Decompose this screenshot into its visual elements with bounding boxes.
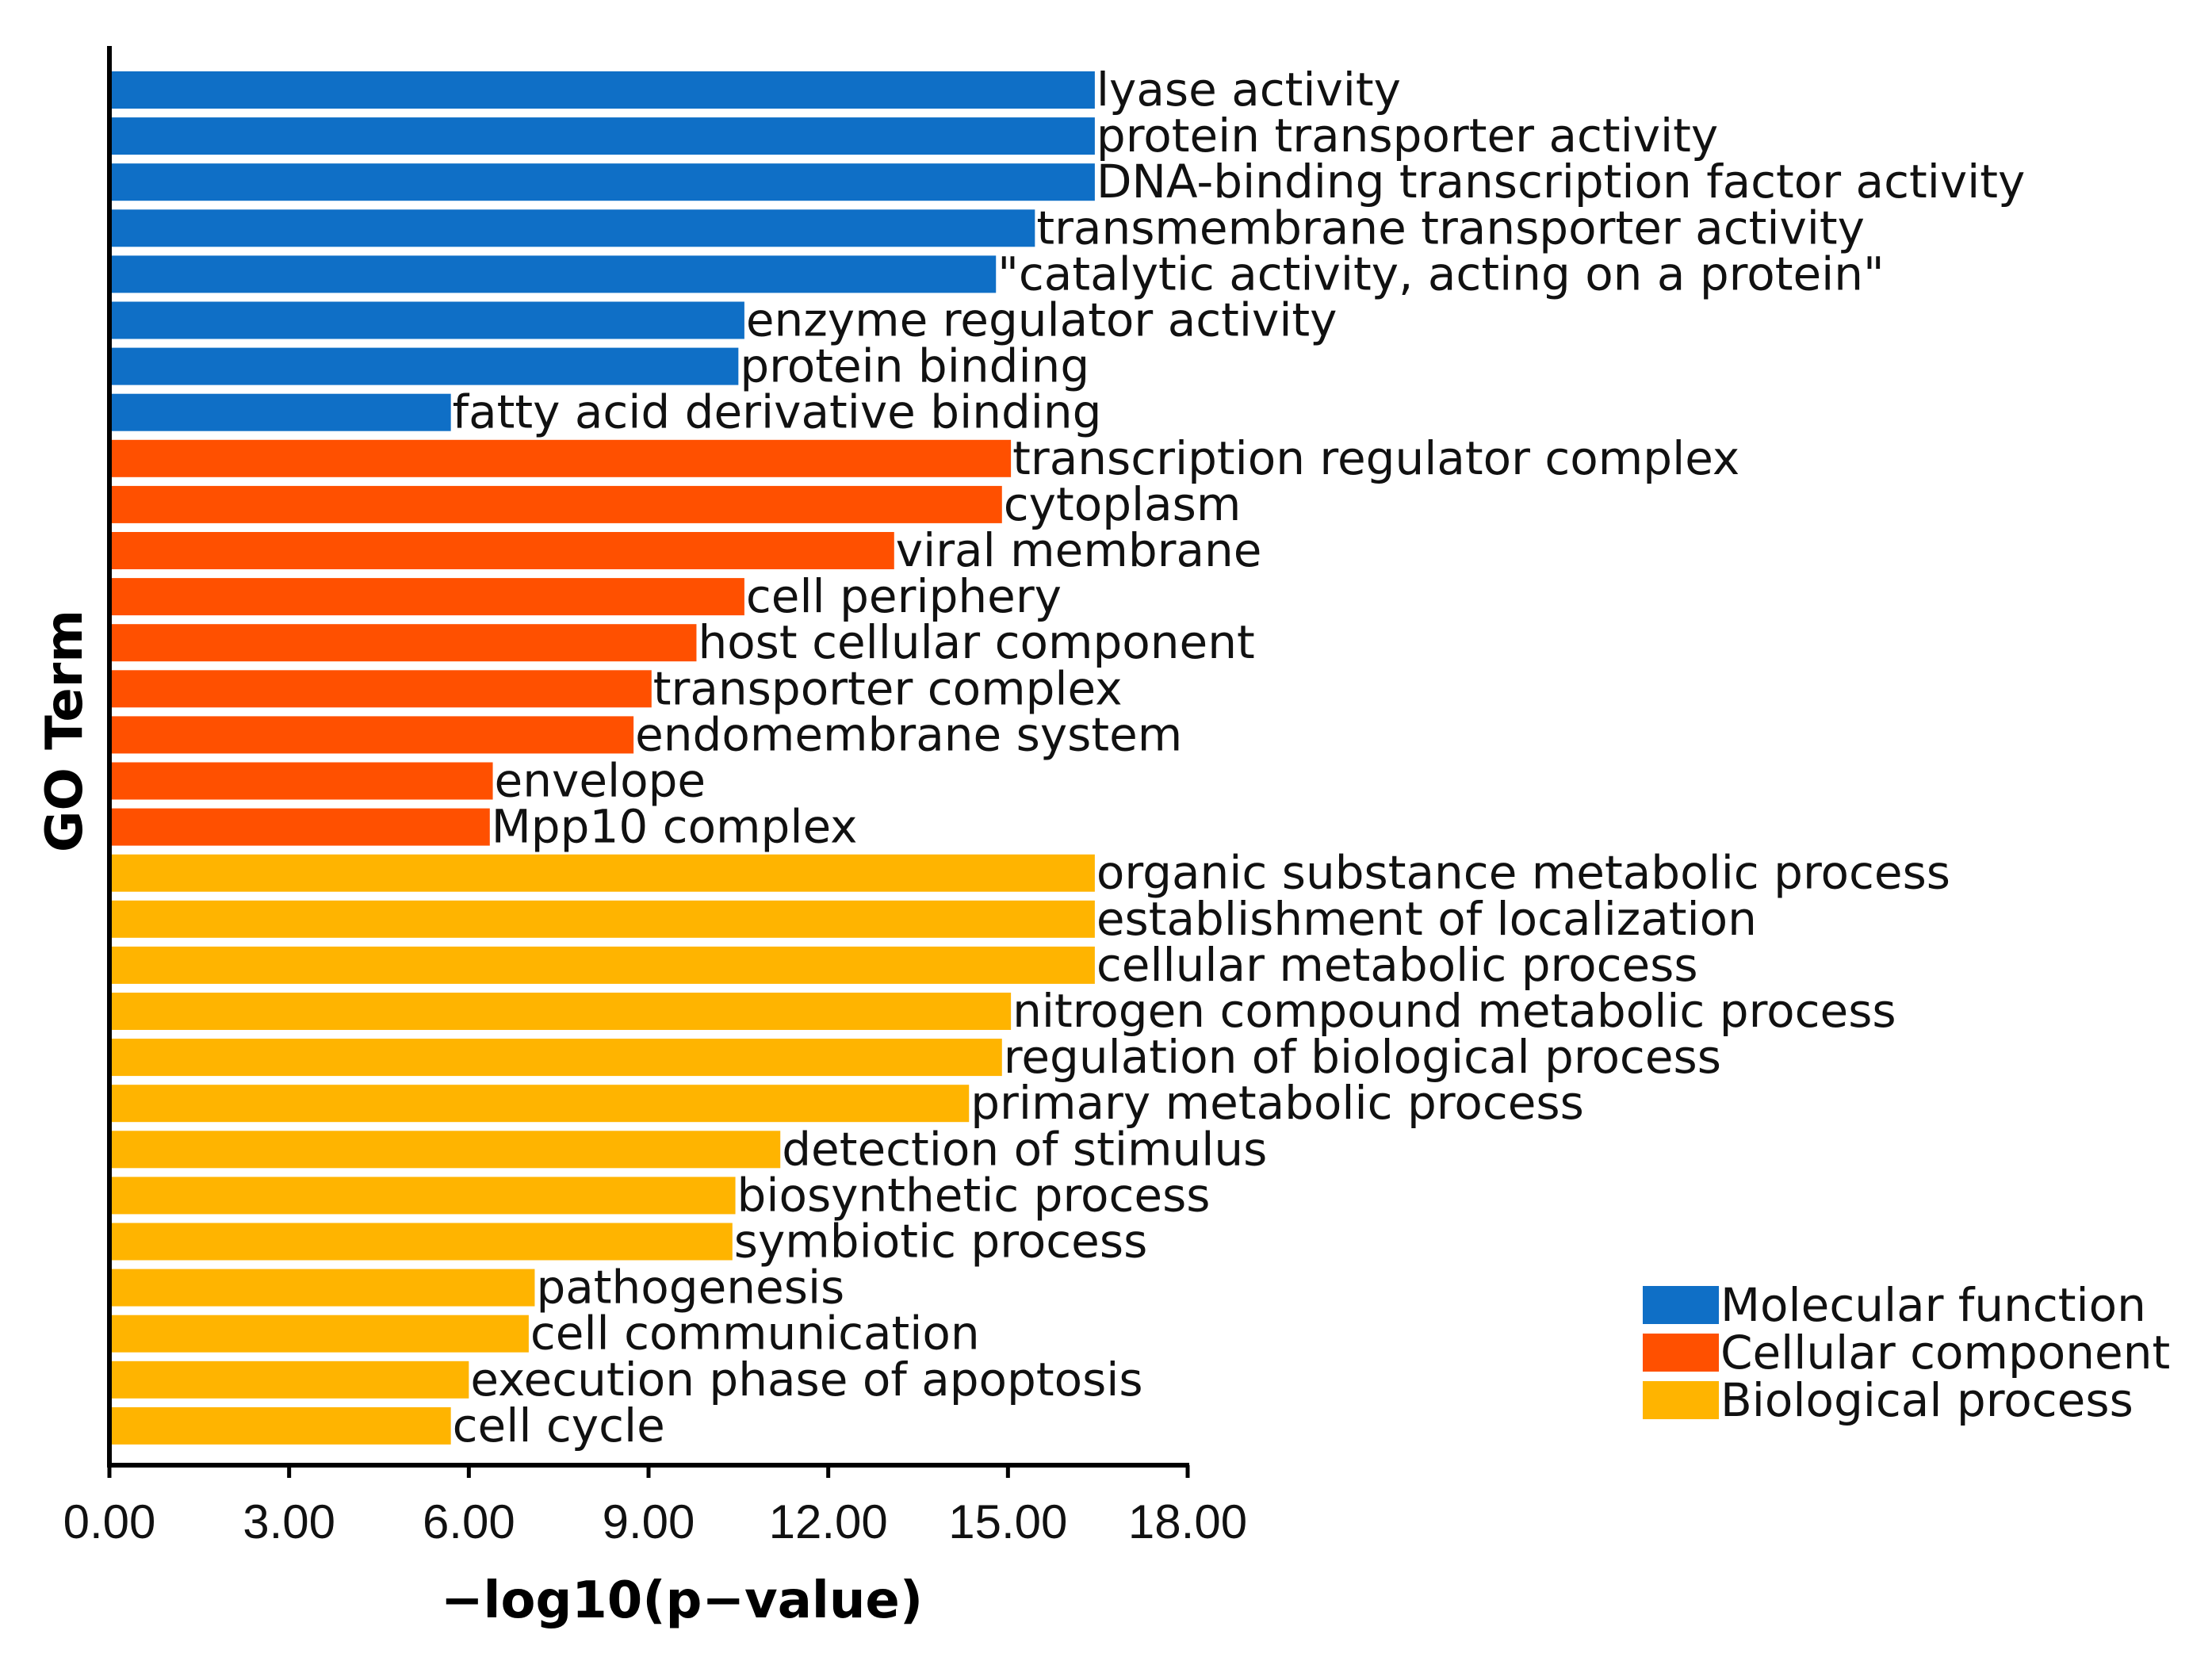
legend-label: Molecular function bbox=[1720, 1278, 2146, 1332]
bar bbox=[109, 1131, 781, 1169]
bar-label: cell communication bbox=[530, 1307, 980, 1361]
bar bbox=[109, 163, 1095, 201]
bar bbox=[109, 993, 1012, 1030]
bar bbox=[109, 762, 493, 800]
bar-label: symbiotic process bbox=[734, 1215, 1148, 1269]
x-tick-label: 15.00 bbox=[948, 1495, 1067, 1548]
bar-label: transporter complex bbox=[653, 661, 1123, 715]
bar bbox=[109, 1177, 736, 1215]
x-axis-title: −log10(p−value) bbox=[441, 1571, 923, 1630]
x-tick-label: 12.00 bbox=[769, 1495, 888, 1548]
bar-label: cellular metabolic process bbox=[1096, 938, 1698, 992]
bar bbox=[109, 301, 744, 339]
bar-label: protein transporter activity bbox=[1096, 109, 1718, 163]
bar-label: enzyme regulator activity bbox=[746, 293, 1338, 347]
bar bbox=[109, 578, 744, 616]
bar bbox=[109, 255, 997, 293]
bar-label: primary metabolic process bbox=[970, 1076, 1584, 1130]
bar-label: host cellular component bbox=[698, 615, 1254, 669]
bar-label: DNA-binding transcription factor activit… bbox=[1096, 155, 2025, 209]
bar-label: regulation of biological process bbox=[1004, 1030, 1721, 1084]
bar bbox=[109, 946, 1095, 984]
bar bbox=[109, 393, 451, 431]
x-tick-label: 9.00 bbox=[603, 1495, 695, 1548]
bar-label: pathogenesis bbox=[536, 1261, 844, 1315]
bar-label: execution phase of apoptosis bbox=[470, 1353, 1142, 1406]
bar bbox=[109, 347, 739, 385]
bar-label: biosynthetic process bbox=[737, 1168, 1211, 1222]
legend-swatch bbox=[1643, 1381, 1719, 1419]
bar bbox=[109, 1039, 1002, 1077]
bar bbox=[109, 209, 1035, 247]
bar bbox=[109, 670, 652, 708]
x-tick-label: 18.00 bbox=[1128, 1495, 1247, 1548]
bar bbox=[109, 624, 697, 662]
bar-label: endomembrane system bbox=[635, 707, 1182, 761]
bar bbox=[109, 1085, 970, 1123]
bar bbox=[109, 71, 1095, 109]
y-axis-title: GO Term bbox=[36, 610, 94, 852]
bar-label: nitrogen compound metabolic process bbox=[1012, 984, 1896, 1038]
bar-label: organic substance metabolic process bbox=[1096, 846, 1950, 900]
legend-swatch bbox=[1643, 1286, 1719, 1324]
legend-label: Cellular component bbox=[1720, 1326, 2170, 1380]
legend-label: Biological process bbox=[1720, 1373, 2134, 1427]
bars-layer bbox=[109, 71, 1095, 1445]
bar-label: "catalytic activity, acting on a protein… bbox=[997, 247, 1884, 300]
bar bbox=[109, 1361, 469, 1399]
bar bbox=[109, 716, 634, 754]
bar bbox=[109, 1315, 529, 1353]
bar-label: envelope bbox=[495, 754, 706, 808]
x-tick-label: 6.00 bbox=[423, 1495, 515, 1548]
bar bbox=[109, 532, 894, 569]
bar bbox=[109, 1223, 733, 1261]
bar-label: cell cycle bbox=[453, 1399, 665, 1452]
bar bbox=[109, 439, 1012, 477]
bar-label: viral membrane bbox=[896, 523, 1262, 577]
bar bbox=[109, 900, 1095, 938]
bar bbox=[109, 854, 1095, 892]
bar-label: fatty acid derivative binding bbox=[453, 385, 1102, 439]
x-tick-label: 3.00 bbox=[243, 1495, 335, 1548]
bar-label: detection of stimulus bbox=[782, 1122, 1267, 1176]
bar bbox=[109, 485, 1002, 523]
bar-label: transcription regulator complex bbox=[1012, 431, 1739, 485]
bar-label: protein binding bbox=[740, 339, 1089, 393]
bar bbox=[109, 117, 1095, 155]
bar bbox=[109, 1406, 451, 1445]
bar-label: transmembrane transporter activity bbox=[1036, 201, 1865, 255]
x-tick-label: 0.00 bbox=[63, 1495, 156, 1548]
bar-label: Mpp10 complex bbox=[492, 800, 858, 854]
legend-swatch bbox=[1643, 1334, 1719, 1372]
bar-label: cytoplasm bbox=[1004, 477, 1242, 531]
bar-label: lyase activity bbox=[1096, 63, 1401, 117]
bar bbox=[109, 808, 490, 846]
bar bbox=[109, 1269, 535, 1307]
bar-label: establishment of localization bbox=[1096, 892, 1757, 946]
x-ticks-layer: 0.00 3.00 6.00 9.00 12.00 15.00 18.00 bbox=[63, 1465, 1247, 1548]
bar-label: cell periphery bbox=[746, 569, 1062, 623]
